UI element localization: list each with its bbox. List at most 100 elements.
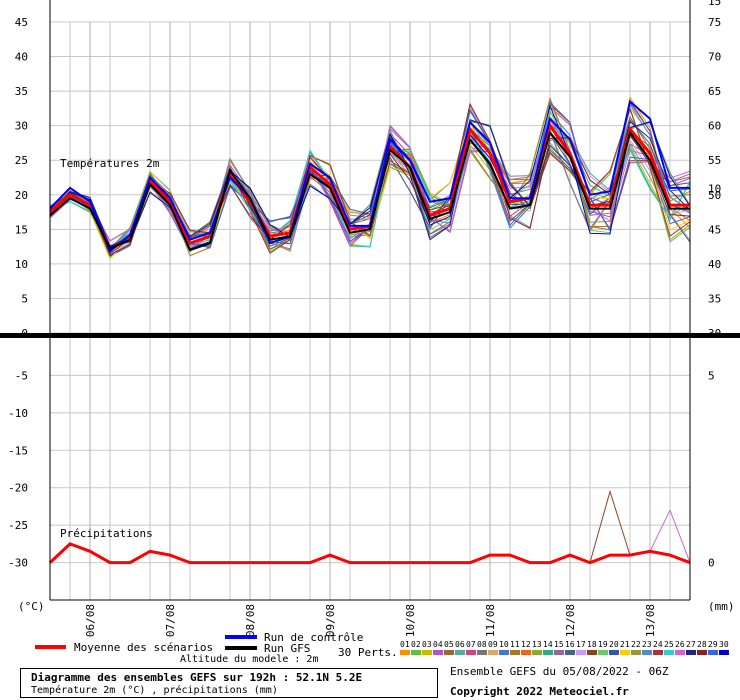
legend-pert-swatch xyxy=(620,650,630,655)
caption-subtitle: Température 2m (°C) , précipitations (mm… xyxy=(31,685,278,696)
legend-perts-label: 30 Perts. xyxy=(338,646,398,659)
temp-tick-label-left: 15 xyxy=(15,223,28,236)
caption-box: Diagramme des ensembles GEFS sur 192h : … xyxy=(20,668,438,698)
legend-pert-swatch xyxy=(631,650,641,655)
temp-tick-label-right: 45 xyxy=(708,223,721,236)
grid xyxy=(50,21,690,600)
legend-pert-number: 01 xyxy=(400,640,410,649)
legend-pert-swatch xyxy=(686,650,696,655)
legend-pert-swatch xyxy=(554,650,564,655)
caption-title: Diagramme des ensembles GEFS sur 192h : … xyxy=(31,671,363,684)
temp-tick-label-right: 50 xyxy=(708,189,721,202)
legend-mean-label: Moyenne des scénarios xyxy=(74,641,213,654)
temp-tick-label-right: 70 xyxy=(708,51,721,64)
legend-pert-number: 15 xyxy=(554,640,564,649)
x-tick-label: 09/08 xyxy=(324,604,337,637)
temp-tick-label-left: 5 xyxy=(21,292,28,305)
mean-precip-line xyxy=(48,542,691,565)
temp-tick-label-left: 45 xyxy=(15,16,28,29)
legend-pert-number: 21 xyxy=(620,640,630,649)
copyright: Copyright 2022 Meteociel.fr xyxy=(450,685,629,698)
precip-tick-label-left: -10 xyxy=(8,407,28,420)
precip-tick-label-right: 15 xyxy=(708,0,721,8)
altitude-label: Altitude du modele : 2m xyxy=(180,654,319,665)
precip-tick-label-left: -15 xyxy=(8,444,28,457)
perturbation-line xyxy=(49,99,691,257)
legend-pert-swatch xyxy=(444,650,454,655)
legend-pert-swatch xyxy=(576,650,586,655)
x-tick-label: 08/08 xyxy=(244,604,257,637)
x-tick-label: 12/08 xyxy=(564,604,577,637)
x-tick-label: 11/08 xyxy=(484,604,497,637)
legend-pert-swatch xyxy=(697,650,707,655)
legend-pert-swatch xyxy=(488,650,498,655)
legend-pert-number: 18 xyxy=(587,640,597,649)
temp-tick-label-left: 10 xyxy=(15,258,28,271)
legend-pert-swatch xyxy=(499,650,509,655)
run-info: Ensemble GEFS du 05/08/2022 - 06Z xyxy=(450,665,669,678)
legend-pert-swatch xyxy=(543,650,553,655)
temp-tick-label-right: 40 xyxy=(708,258,721,271)
main-series xyxy=(48,99,691,565)
precip-tick-label-right: 10 xyxy=(708,182,721,195)
legend-pert-number: 04 xyxy=(433,640,443,649)
temp-tick-label-left: 35 xyxy=(15,85,28,98)
legend-pert-swatch xyxy=(642,650,652,655)
legend-pert-number: 07 xyxy=(466,640,476,649)
temp-tick-label-left: 40 xyxy=(15,51,28,64)
temp-tick-label-right: 55 xyxy=(708,154,721,167)
temp-tick-label-right: 75 xyxy=(708,16,721,29)
legend-pert-number: 03 xyxy=(422,640,432,649)
precip-panel-bg xyxy=(50,338,690,600)
legend-pert-number: 20 xyxy=(609,640,619,649)
precip-tick-label-left: -5 xyxy=(15,369,28,382)
legend-pert-swatch xyxy=(411,650,421,655)
precip-panel-label: Précipitations xyxy=(60,527,153,540)
panel-separator xyxy=(0,333,740,338)
temp-tick-label-left: 30 xyxy=(15,120,28,133)
gfs-temp-line xyxy=(49,130,690,252)
legend-pert-number: 16 xyxy=(565,640,575,649)
x-tick-label: 10/08 xyxy=(404,604,417,637)
x-tick-label: 06/08 xyxy=(84,604,97,637)
precip-tick-label-left: -30 xyxy=(8,557,28,570)
legend-pert-swatch xyxy=(609,650,619,655)
legend-pert-number: 05 xyxy=(444,640,454,649)
legend-pert-number: 06 xyxy=(455,640,465,649)
legend-pert-number: 09 xyxy=(488,640,498,649)
legend-pert-number: 23 xyxy=(642,640,652,649)
legend-pert-swatch xyxy=(653,650,663,655)
temp-tick-label-right: 60 xyxy=(708,120,721,133)
legend-pert-swatch xyxy=(565,650,575,655)
right-unit-label: (mm) xyxy=(708,600,735,613)
legend-pert-swatch xyxy=(510,650,520,655)
legend-pert-number: 02 xyxy=(411,640,421,649)
legend-pert-number: 13 xyxy=(532,640,542,649)
legend-pert-swatch xyxy=(675,650,685,655)
legend-pert-number: 22 xyxy=(631,640,641,649)
legend-pert-swatch xyxy=(664,650,674,655)
legend-pert-number: 08 xyxy=(477,640,487,649)
legend-pert-number: 25 xyxy=(664,640,674,649)
precip-tick-label-right: 5 xyxy=(708,369,715,382)
x-tick-label: 13/08 xyxy=(644,604,657,637)
x-tick-label: 07/08 xyxy=(164,604,177,637)
legend-pert-swatch xyxy=(422,650,432,655)
legend-pert-number: 30 xyxy=(719,640,729,649)
axes: 03053510401545205025553060356540704575-5… xyxy=(0,0,740,637)
legend-pert-swatch xyxy=(598,650,608,655)
legend-pert-number: 17 xyxy=(576,640,586,649)
left-unit-label: (°C) xyxy=(18,600,45,613)
legend-pert-number: 12 xyxy=(521,640,531,649)
legend-pert-swatch xyxy=(466,650,476,655)
temp-tick-label-left: 20 xyxy=(15,189,28,202)
legend-pert-swatch xyxy=(532,650,542,655)
precip-tick-label-left: -20 xyxy=(8,482,28,495)
legend-pert-swatch xyxy=(477,650,487,655)
legend-gfs-label: Run GFS xyxy=(264,642,310,655)
legend-pert-swatch xyxy=(708,650,718,655)
legend-pert-number: 29 xyxy=(708,640,718,649)
temp-tick-label-right: 65 xyxy=(708,85,721,98)
legend-pert-number: 10 xyxy=(499,640,509,649)
